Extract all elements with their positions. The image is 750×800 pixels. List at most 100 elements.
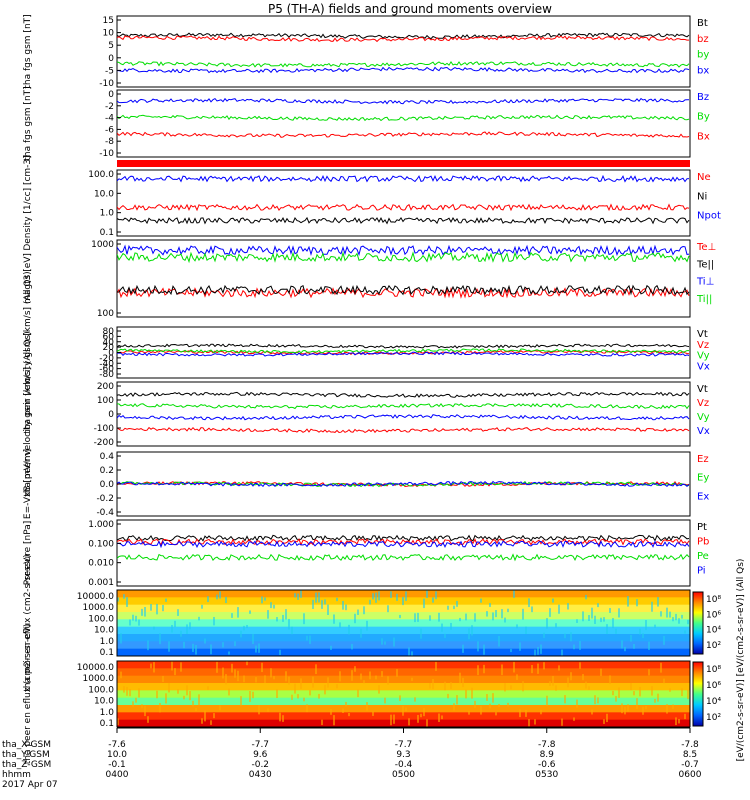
panel-frame: [116, 589, 691, 657]
y-tick-label: 10.0: [94, 189, 114, 199]
series-line-Bx: [117, 131, 690, 138]
x-tick-label: 9.6: [253, 750, 268, 760]
panel-2: Bz By Bx 0 -2 -4-6 -8 -10 tha fgs gsm [nT]: [23, 86, 710, 160]
y-tick-label: 0.1: [100, 648, 114, 658]
series-line-Vy: [117, 348, 689, 354]
y-tick-label: 10: [103, 29, 115, 39]
legend-label: Bz: [697, 92, 709, 103]
legend-label: Vx: [697, 426, 710, 437]
y-tick-label: -6: [105, 125, 114, 135]
y-tick-label: 20: [103, 343, 115, 353]
y-tick-label: 100: [97, 309, 114, 319]
y-axis-label: tha peer en eflux (cm2-s-sr-eV): [23, 624, 33, 765]
x-tick-label: -0.6: [538, 760, 556, 770]
y-tick-label: 1.000: [88, 520, 114, 530]
y-tick-label: -40: [99, 359, 114, 369]
y-tick-label: -0.4: [96, 508, 114, 518]
series-line-bz: [117, 35, 689, 43]
legend-label: Vz: [697, 398, 709, 409]
y-axis-label: tha peir en eflux (cm2-s-sr-eV): [23, 554, 33, 692]
y-axis-label: Density [1/cc] [cm-3]: [23, 155, 33, 250]
y-tick-label: -100: [94, 424, 115, 434]
panel-frame: [116, 169, 691, 237]
y-tick-label: 0.100: [88, 539, 114, 549]
legend-label: Ex: [697, 491, 709, 502]
y-tick-label: 10000.0: [77, 592, 114, 602]
y-tick-label: 0.2: [100, 466, 114, 476]
legend-label: Vy: [697, 412, 710, 423]
legend-label: Vx: [697, 361, 710, 372]
colorbar-tick: 10⁸: [706, 595, 721, 605]
colorbar-tick: 10⁶: [706, 610, 721, 620]
y-tick-label: 0: [108, 349, 114, 359]
x-tick-label: 8.5: [683, 750, 697, 760]
y-tick-label: -60: [99, 365, 114, 375]
y-axis-label: tha fgs gsm [nT]: [23, 86, 33, 160]
series-group: [117, 343, 690, 357]
x-tick-label: 0600: [679, 770, 702, 780]
legend-label: Bx: [697, 131, 710, 142]
series-line-Vz: [117, 426, 690, 434]
x-tick-label: 8.9: [540, 750, 555, 760]
colorbar-tick: 10²: [706, 641, 721, 651]
y-axis-label: Pressure [nPa]: [23, 521, 33, 586]
y-tick-label: 0: [108, 410, 114, 420]
y-tick-label: -20: [99, 354, 114, 364]
series-line-Pi: [117, 540, 690, 549]
x-tick-label: -0.2: [251, 760, 269, 770]
legend-label: Ti⊥: [696, 277, 714, 288]
y-tick-label: 1000: [91, 240, 114, 250]
y-axis-label: tha peer velocity gsm [km/s] (All Qs): [23, 331, 33, 496]
y-tick-label: 15: [103, 16, 114, 26]
legend-label: Vt: [697, 329, 708, 340]
y-tick-label: 80: [103, 327, 115, 337]
y-tick-label: -2: [105, 102, 114, 112]
x-axis-row-label: tha_X-GSM: [2, 740, 51, 750]
x-tick-label: 0400: [106, 770, 129, 780]
legend-label: Ne: [697, 172, 711, 183]
panel-frame: [116, 381, 691, 447]
series-line-Vt: [117, 343, 690, 349]
panel-frame: [116, 519, 691, 587]
colorbar: [692, 661, 704, 727]
series-line-By: [117, 114, 690, 122]
colorbar-label: [eV/(cm2-s-sr-eV)] [eV/(cm2-s-sr-eV)] (A…: [736, 559, 746, 762]
y-axis-label: E=-VxB [mV/m]: [23, 449, 33, 519]
x-tick-label: 0430: [249, 770, 272, 780]
series-group: [117, 97, 690, 138]
x-axis-row-label: hhmm: [2, 770, 31, 780]
panel-5: Te⊥ Te|| Ti⊥ Ti|| 1000 100 magt3 [eV]: [23, 239, 716, 319]
y-tick-label: 100.0: [88, 685, 114, 695]
y-tick-label: -10: [99, 79, 114, 89]
x-tick-label: 10.0: [107, 750, 127, 760]
y-tick-label: 0.010: [88, 559, 114, 569]
spectrogram: [117, 661, 690, 727]
colorbar: [692, 591, 704, 655]
legend-label: Pb: [697, 537, 709, 548]
legend-label: by: [697, 50, 709, 61]
series-line-Npot: [117, 174, 690, 183]
y-tick-label: 1.0: [100, 637, 115, 647]
colorbar-tick: 10²: [706, 713, 721, 723]
y-tick-label: 40: [103, 338, 115, 348]
series-line-by: [117, 60, 690, 68]
legend-label: Ez: [697, 454, 709, 465]
legend-label: Ti||: [696, 294, 712, 305]
y-axis-label: magt3 [eV]: [23, 253, 33, 304]
legend-label: Te⊥: [696, 242, 716, 253]
x-tick-label: -7.8: [538, 740, 556, 750]
legend-label: Vy: [697, 351, 710, 362]
x-tick-label: -0.1: [108, 760, 126, 770]
legend-label: bz: [697, 34, 709, 45]
x-tick-label: -7.8: [681, 740, 699, 750]
series-group: [117, 534, 690, 562]
series-line-Pe: [117, 553, 690, 562]
y-tick-label: -8: [105, 137, 114, 147]
y-tick-label: -200: [94, 438, 115, 448]
legend-label: bx: [697, 65, 709, 76]
y-tick-label: 0: [108, 90, 114, 100]
y-tick-label: 100: [97, 396, 114, 406]
